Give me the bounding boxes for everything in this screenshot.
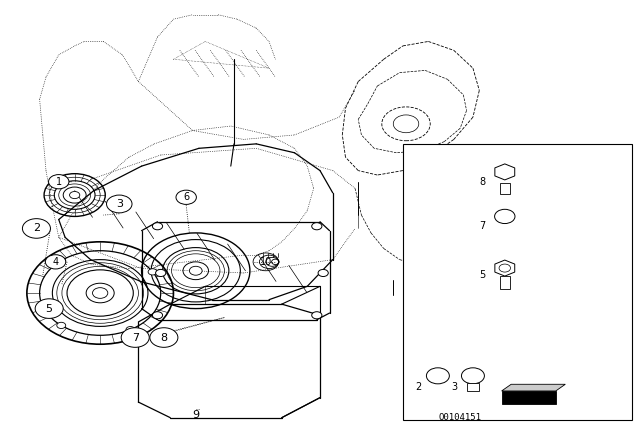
Polygon shape	[495, 260, 515, 276]
Circle shape	[152, 223, 163, 230]
Circle shape	[45, 255, 66, 269]
Circle shape	[121, 328, 149, 347]
Circle shape	[148, 269, 157, 275]
Text: 7: 7	[479, 221, 486, 231]
Circle shape	[93, 288, 108, 298]
Text: 10: 10	[260, 257, 272, 267]
Bar	[467, 383, 479, 391]
Bar	[403, 144, 632, 420]
Text: 5: 5	[479, 270, 486, 280]
Circle shape	[150, 328, 178, 347]
Circle shape	[499, 264, 511, 272]
Circle shape	[312, 223, 322, 230]
Polygon shape	[495, 164, 515, 180]
Text: 8: 8	[160, 332, 168, 343]
Text: 4: 4	[52, 257, 59, 267]
Circle shape	[70, 191, 80, 198]
Circle shape	[312, 312, 322, 319]
Text: 1: 1	[56, 177, 62, 187]
Circle shape	[152, 312, 163, 319]
Text: 3: 3	[451, 382, 457, 392]
Polygon shape	[502, 384, 565, 391]
Text: 2: 2	[33, 224, 40, 233]
Circle shape	[35, 299, 63, 319]
Text: 8: 8	[479, 177, 486, 187]
Text: 9: 9	[192, 410, 199, 420]
Circle shape	[318, 269, 328, 276]
Circle shape	[176, 190, 196, 204]
Polygon shape	[502, 391, 556, 404]
Text: O0104151: O0104151	[438, 413, 482, 422]
Text: 5: 5	[45, 304, 52, 314]
Circle shape	[156, 269, 166, 276]
Text: 6: 6	[183, 192, 189, 202]
Circle shape	[106, 195, 132, 213]
Text: 2: 2	[416, 382, 422, 392]
Bar	[500, 276, 510, 289]
Bar	[500, 183, 510, 194]
Circle shape	[495, 209, 515, 224]
Circle shape	[189, 266, 202, 275]
Circle shape	[22, 219, 51, 238]
Circle shape	[426, 368, 449, 384]
Circle shape	[126, 327, 135, 333]
Circle shape	[461, 368, 484, 384]
Text: 7: 7	[132, 332, 139, 343]
Circle shape	[49, 175, 69, 189]
Circle shape	[57, 322, 66, 328]
Text: 3: 3	[116, 199, 123, 209]
Circle shape	[57, 258, 66, 264]
